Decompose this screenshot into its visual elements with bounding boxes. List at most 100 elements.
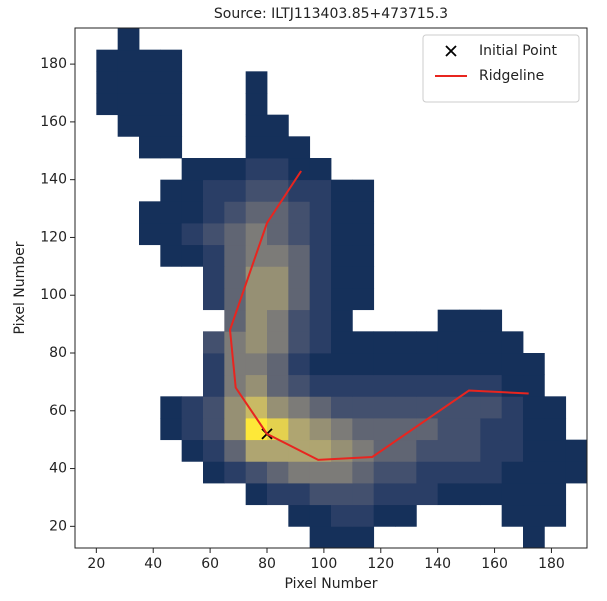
image-cell [352,266,375,289]
image-cell [139,201,161,224]
image-cell [416,396,439,419]
image-cell [181,223,204,246]
image-cell [288,244,311,267]
image-cell [395,396,417,419]
image-cell [395,483,417,506]
image-cell [309,439,332,462]
image-cell [203,179,225,202]
image-cell [459,483,481,506]
image-cell [160,179,183,202]
image-cell [480,439,503,462]
image-cell [309,201,332,224]
legend-label: Ridgeline [479,68,544,84]
image-cell [203,353,225,376]
image-cell [373,396,396,419]
image-cell [331,309,353,332]
image-cell [245,114,268,137]
image-cell [309,244,332,267]
image-cell [267,353,289,376]
ridgeline [229,170,529,461]
image-cell [309,331,332,354]
image-cell [203,158,225,181]
image-cell [331,483,353,506]
image-cell [245,439,268,462]
image-cell [501,461,524,484]
x-tick-label: 160 [481,556,508,572]
image-cell [501,418,524,441]
y-tick-label: 40 [49,461,67,477]
image-cell [331,288,353,311]
image-cell [501,331,524,354]
image-cell [352,288,375,311]
image-cell [352,374,375,397]
image-cell [139,93,161,116]
x-tick-label: 140 [424,556,451,572]
image-cell [224,158,247,181]
image-cell [416,353,439,376]
image-cell [267,244,289,267]
image-cell [160,396,183,419]
image-cell [373,418,396,441]
image-cell [117,71,140,94]
image-cell [160,223,183,246]
image-cell [160,114,183,137]
image-cell [352,223,375,246]
image-cell [331,201,353,224]
image-cell [352,353,375,376]
image-cell [352,526,375,549]
plot-frame [74,27,588,549]
image-cell [288,266,311,289]
image-cell [309,179,332,202]
x-axis-label: Pixel Number [284,576,377,592]
image-cell [331,244,353,267]
image-cell [437,483,460,506]
image-cell [331,439,353,462]
image-cell [203,244,225,267]
image-cell [501,374,524,397]
image-cell [139,114,161,137]
image-cell [267,374,289,397]
image-cell [245,309,268,332]
image-cell [267,309,289,332]
image-cell [565,439,588,462]
image-cell [224,309,247,332]
image-cell [352,461,375,484]
image-cell [267,396,289,419]
image-cell [224,439,247,462]
image-cell [181,418,204,441]
image-cell [480,396,503,419]
image-cell [309,309,332,332]
image-cell [352,483,375,506]
image-cell [288,483,311,506]
image-cell [224,461,247,484]
image-cell [203,439,225,462]
image-cell [352,396,375,419]
x-tick-label: 100 [311,556,338,572]
x-tick-label: 40 [144,556,162,572]
legend-label: Initial Point [479,43,557,59]
image-cell [544,439,567,462]
image-cell [501,396,524,419]
image-cell [288,504,311,527]
image-cell [267,201,289,224]
image-cell [224,223,247,246]
image-cell [395,353,417,376]
image-cell [288,158,311,181]
image-cell [416,374,439,397]
image-cell [181,439,204,462]
y-tick-label: 180 [40,56,67,72]
image-cell [288,418,311,441]
image-cell [160,136,183,159]
image-cell [309,158,332,181]
image-cell [480,374,503,397]
image-cell [437,418,460,441]
image-cell [203,331,225,354]
image-cell [267,266,289,289]
image-cell [224,396,247,419]
image-cell [288,331,311,354]
image-cell [309,266,332,289]
image-cell [331,266,353,289]
image-cell [160,201,183,224]
y-tick-label: 120 [40,229,67,245]
image-cell [480,418,503,441]
